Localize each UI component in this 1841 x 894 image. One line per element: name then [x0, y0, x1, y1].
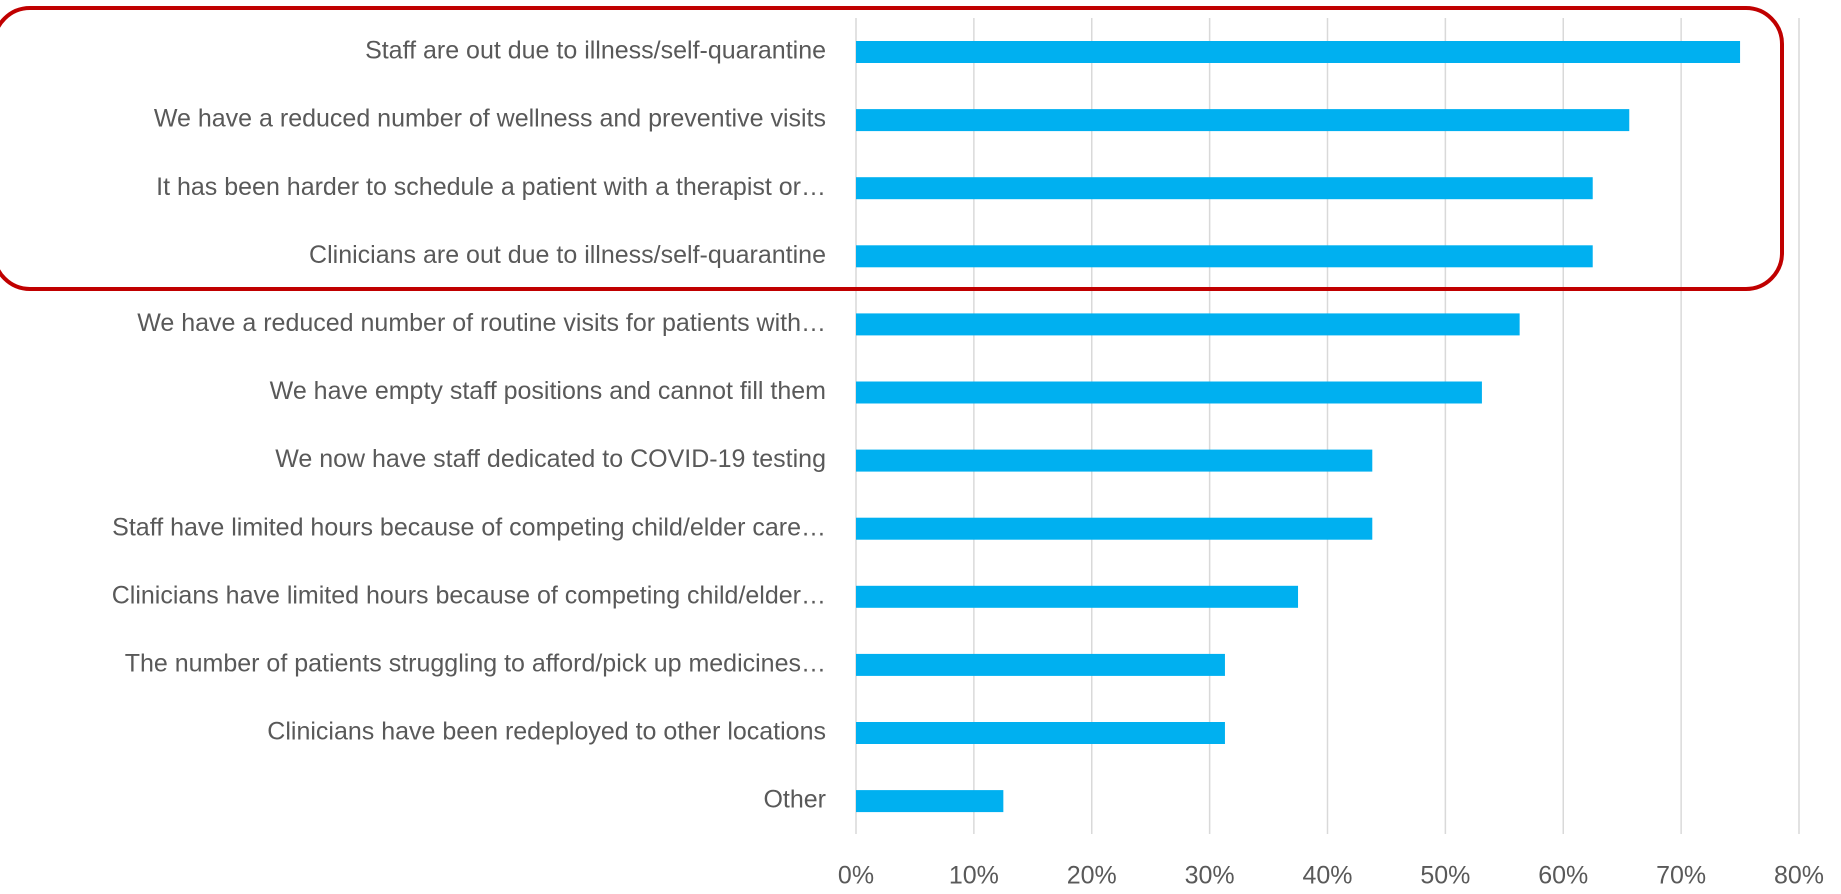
x-tick-label: 70%	[1656, 862, 1706, 889]
highlight-box	[0, 6, 1784, 291]
y-tick-label: Other	[763, 786, 826, 814]
bar	[856, 653, 1225, 676]
x-tick-label: 40%	[1302, 862, 1352, 889]
y-tick-label: Staff have limited hours because of comp…	[112, 513, 826, 541]
bar	[856, 41, 1741, 63]
x-tick-label: 50%	[1420, 862, 1470, 889]
x-tick-label: 80%	[1774, 862, 1824, 889]
y-tick-label: Clinicians are out due to illness/self-q…	[309, 241, 826, 269]
bar	[856, 381, 1482, 404]
y-tick-label: We have a reduced number of routine visi…	[137, 309, 826, 337]
bar	[856, 585, 1299, 608]
bar	[856, 177, 1593, 200]
y-tick-label: It has been harder to schedule a patient…	[156, 173, 826, 201]
y-tick-label: We have empty staff positions and cannot…	[270, 377, 826, 405]
y-tick-label: The number of patients struggling to aff…	[125, 650, 826, 678]
bar	[856, 517, 1373, 540]
y-tick-label: Staff are out due to illness/self-quaran…	[365, 37, 826, 65]
x-tick-label: 20%	[1067, 862, 1117, 889]
bar	[856, 245, 1593, 268]
x-tick-label: 0%	[838, 862, 874, 889]
bar	[856, 790, 1004, 813]
y-tick-label: We have a reduced number of wellness and…	[154, 105, 826, 133]
bar	[856, 449, 1373, 472]
bar	[856, 313, 1520, 336]
x-tick-label: 10%	[949, 862, 999, 889]
x-tick-label: 60%	[1538, 862, 1588, 889]
y-tick-label: Clinicians have been redeployed to other…	[267, 718, 826, 746]
bar	[856, 722, 1225, 744]
y-tick-label: Clinicians have limited hours because of…	[112, 581, 826, 609]
y-tick-label: We now have staff dedicated to COVID-19 …	[275, 445, 826, 473]
x-tick-label: 30%	[1185, 862, 1235, 889]
bar	[856, 109, 1630, 132]
